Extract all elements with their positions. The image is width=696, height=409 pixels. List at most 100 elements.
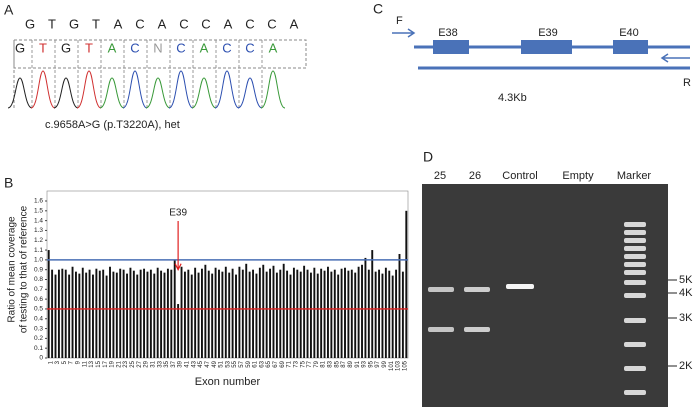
x-tick-label: 5 (62, 360, 68, 364)
bar (197, 272, 200, 358)
y-axis-label: of testing to that of reference (19, 205, 30, 333)
bar (112, 271, 115, 358)
x-tick-label: 93 (362, 360, 368, 367)
x-tick-label: 71 (287, 360, 293, 367)
bar (395, 269, 398, 358)
gel-band (624, 230, 646, 235)
x-tick-label: 69 (280, 360, 286, 367)
bar (255, 273, 258, 358)
bar (371, 250, 374, 358)
y-tick-label: 0.5 (34, 306, 43, 313)
bar (357, 266, 360, 358)
gel-band (624, 390, 646, 395)
bar (204, 264, 207, 358)
bar (401, 271, 404, 358)
reference-base: G (69, 16, 79, 31)
bar (391, 275, 394, 358)
bar (282, 263, 285, 358)
reference-base: A (114, 16, 123, 31)
x-tick-label: 31 (150, 360, 156, 367)
bar (146, 271, 149, 358)
gel-band (624, 318, 646, 323)
y-tick-label: 1.2 (34, 237, 43, 244)
x-tick-label: 61 (253, 360, 259, 367)
bar (292, 267, 295, 358)
x-tick-label: 11 (82, 360, 88, 367)
x-tick-label: 29 (144, 360, 150, 367)
x-tick-label: 7 (69, 360, 75, 364)
bar (398, 253, 401, 358)
gel-band (624, 342, 646, 347)
bar (132, 270, 135, 358)
gel-band (624, 254, 646, 259)
bar (119, 268, 122, 358)
x-tick-label: 55 (232, 360, 238, 367)
reference-base: C (245, 16, 254, 31)
chromatogram: c.9658A>G (p.T3220A), het (13, 39, 307, 131)
bar (126, 273, 128, 358)
x-tick-label: 53 (225, 360, 231, 367)
called-base: C (222, 40, 231, 55)
bar (166, 268, 169, 358)
bar (350, 269, 353, 358)
bar (201, 268, 203, 358)
lane-label: 25 (434, 170, 446, 182)
marker-label: 5K (679, 274, 693, 286)
gel-band (624, 366, 646, 371)
bar (320, 268, 323, 358)
bar (296, 269, 299, 358)
y-tick-label: 0.9 (34, 266, 43, 273)
x-tick-label: 27 (137, 360, 143, 367)
gel-band (624, 270, 646, 275)
x-tick-label: 105 (402, 360, 408, 371)
bar (95, 268, 98, 358)
bar (258, 267, 261, 358)
bar (245, 263, 248, 358)
x-tick-label: 89 (348, 360, 354, 367)
y-tick-label: 1.6 (34, 198, 43, 205)
bar (177, 304, 180, 358)
exon-label: E40 (619, 27, 639, 39)
x-tick-label: 67 (273, 360, 279, 367)
bar (337, 274, 340, 358)
bar (88, 269, 91, 358)
bar (272, 265, 275, 358)
x-tick-label: 65 (266, 360, 272, 367)
bar (361, 264, 363, 358)
reference-base: A (290, 16, 299, 31)
reference-base: C (135, 16, 144, 31)
reference-base: A (224, 16, 233, 31)
bar (214, 267, 217, 358)
lane-label: 26 (469, 170, 481, 182)
gel-band (428, 327, 454, 332)
size-label: 4.3Kb (498, 92, 527, 104)
gel-band (624, 222, 646, 227)
y-tick-label: 0.7 (34, 286, 43, 293)
bar (102, 269, 105, 358)
called-base: T (85, 40, 93, 55)
trace-peak (53, 77, 79, 109)
lane-label: Marker (617, 170, 652, 182)
bar (306, 269, 309, 358)
bar (218, 269, 220, 358)
bar (122, 269, 125, 358)
bar (98, 270, 101, 358)
bar (313, 267, 316, 358)
bar (279, 269, 282, 358)
bar (68, 274, 71, 358)
reference-base: G (25, 16, 35, 31)
trace-peak (168, 70, 194, 109)
bar (207, 270, 210, 358)
bar (374, 271, 377, 358)
x-tick-label: 77 (307, 360, 313, 367)
x-tick-label: 13 (89, 360, 95, 367)
bar (143, 268, 146, 358)
marker-label: 4K (679, 287, 693, 299)
reference-base: C (201, 16, 210, 31)
x-tick-label: 17 (103, 360, 109, 367)
bar (248, 271, 251, 358)
x-tick-label: 79 (314, 360, 320, 367)
x-tick-label: 47 (205, 360, 211, 367)
bar (51, 269, 54, 358)
